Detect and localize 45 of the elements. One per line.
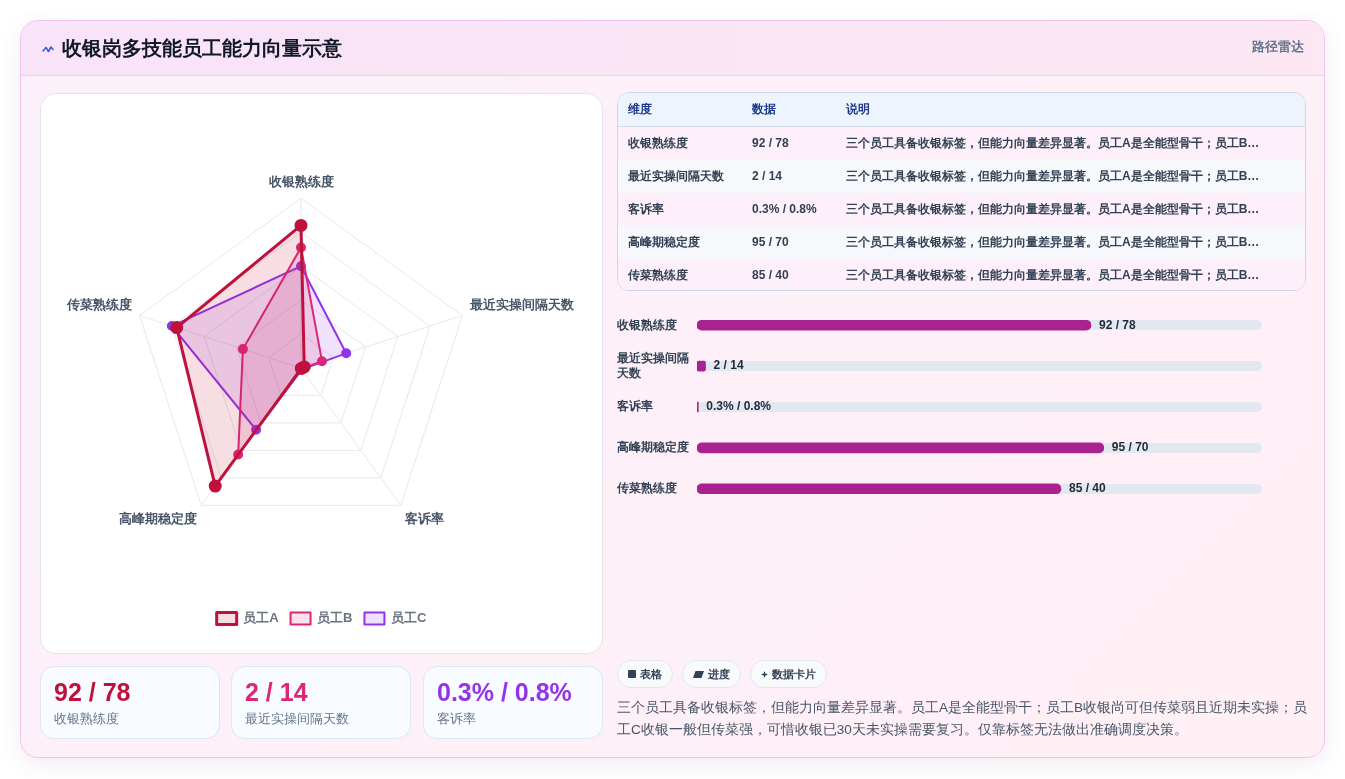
data-label: 0.3% / 0.8% [706, 399, 772, 414]
text: 95 / 70 [752, 235, 789, 249]
spoke-label: 传菜熟练度 [66, 296, 132, 312]
category-label: 最近实操间隔天数 [628, 168, 724, 185]
data-label: 95 / 70 [1111, 440, 1149, 455]
text: 说明 [846, 101, 870, 118]
text: 表格 [640, 667, 662, 682]
text: 收银岗多技能员工能力向量示意 [62, 36, 342, 61]
category-label: 高峰期稳定度 [628, 234, 700, 251]
data-label: 92 / 78 [1098, 317, 1136, 332]
text: 客诉率 [437, 711, 476, 728]
text: 三个员工具备收银标签，但能力向量差异显著。员工A是全能型骨干；员工B… [846, 168, 1260, 185]
text: 数据卡片 [772, 667, 816, 682]
text: 三个员工具备收银标签，但能力向量差异显著。员工A是全能型骨干；员工B… [846, 234, 1260, 251]
text: 三个员工具备收银标签，但能力向量差异显著。员工A是全能型骨干；员工B… [846, 201, 1260, 218]
spoke-label: 最近实操间隔天数 [469, 296, 575, 312]
text: 三个员工具备收银标签，但能力向量差异显著。员工A是全能型骨干；员工B收银尚可但传菜弱且近期未实操；员工C收银一般但传菜强，可惜收银已30天未实操需要复习。仅靠标签无法做出准确调度决策。 [617, 699, 1308, 739]
spoke-label: 收银熟练度 [268, 174, 334, 190]
legend-label: 员工B [317, 610, 353, 626]
text: 2 / 14 [245, 678, 308, 707]
text: 进度 [708, 667, 730, 682]
legend-label: 员工C [390, 610, 427, 626]
data-label: 2 / 14 [713, 358, 744, 373]
text: 数据 [752, 101, 776, 118]
text: 92 / 78 [54, 678, 131, 707]
text: 三个员工具备收银标签，但能力向量差异显著。员工A是全能型骨干；员工B… [846, 267, 1260, 284]
text: 2 / 14 [752, 169, 783, 183]
y-tick-label: 最近实操间隔天数 [616, 350, 689, 381]
spoke-label: 高峰期稳定度 [118, 511, 197, 527]
data-label: 85 / 40 [1068, 481, 1106, 496]
y-tick-label: 高峰期稳定度 [617, 440, 689, 455]
text: 0.3% / 0.8% [752, 202, 817, 216]
text: 92 / 78 [752, 136, 789, 150]
spoke-label: 客诉率 [404, 511, 445, 527]
text: 85 / 40 [752, 268, 789, 282]
y-tick-label: 客诉率 [616, 399, 653, 414]
y-tick-label: 收银熟练度 [617, 317, 677, 332]
text: 0.3% / 0.8% [437, 678, 572, 707]
text: 三个员工具备收银标签，但能力向量差异显著。员工A是全能型骨干；员工B… [846, 135, 1260, 152]
text: 维度 [628, 101, 652, 118]
text: 收银熟练度 [54, 711, 119, 728]
y-tick-label: 传菜熟练度 [616, 481, 677, 496]
text: 最近实操间隔天数 [245, 711, 349, 728]
text: 路径雷达 [1252, 39, 1304, 56]
legend-label: 员工A [243, 610, 280, 626]
